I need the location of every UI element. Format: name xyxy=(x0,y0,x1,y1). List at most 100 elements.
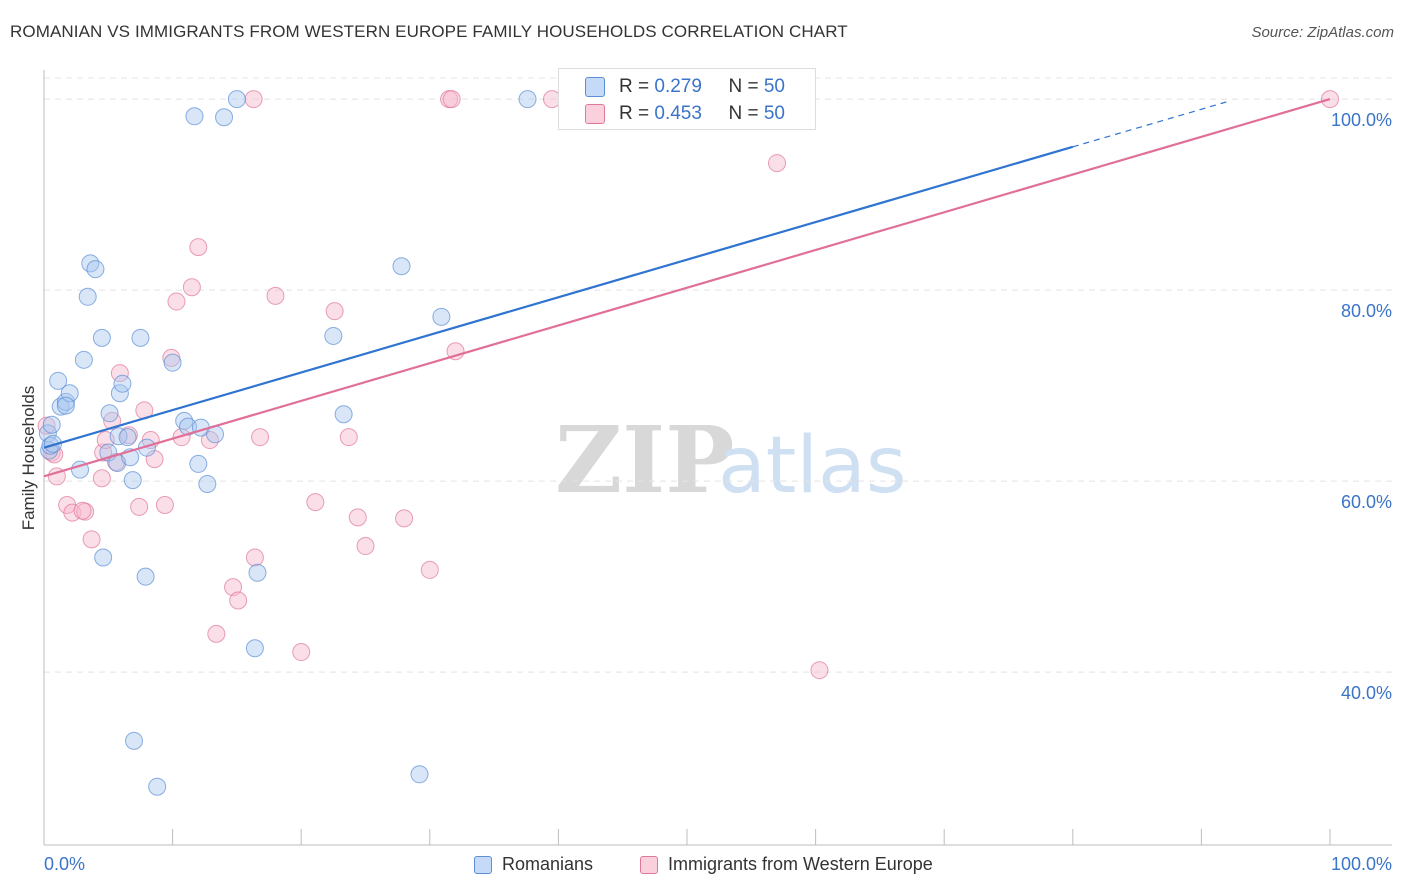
legend-item-romanians[interactable]: Romanians xyxy=(474,854,593,875)
point-immigrants xyxy=(155,495,174,514)
point-immigrants xyxy=(182,278,201,297)
stats-row-romanians: R = 0.279 N = 50 xyxy=(619,76,785,98)
point-immigrants xyxy=(200,431,219,450)
point-romanians xyxy=(227,90,246,109)
point-romanians xyxy=(78,287,97,306)
point-immigrants xyxy=(82,530,101,549)
stats-n-label: N = xyxy=(728,76,764,97)
point-immigrants xyxy=(189,238,208,257)
point-romanians xyxy=(324,326,343,345)
watermark-atlas: atlas xyxy=(718,421,907,511)
point-immigrants xyxy=(107,453,126,471)
legend-swatch-romanians xyxy=(474,855,492,874)
point-immigrants xyxy=(306,493,325,512)
point-immigrants xyxy=(356,537,375,556)
stats-r-value: 0.279 xyxy=(654,76,702,97)
point-immigrants xyxy=(810,661,829,680)
point-immigrants xyxy=(110,364,129,383)
legend-label-immigrants: Immigrants from Western Europe xyxy=(668,854,933,874)
point-immigrants xyxy=(348,508,367,527)
point-immigrants xyxy=(167,292,186,311)
point-romanians xyxy=(518,90,537,109)
y-tick-label: 100.0% xyxy=(1331,110,1392,130)
stats-n-value: 50 xyxy=(763,76,785,97)
legend-label-romanians: Romanians xyxy=(502,854,594,874)
stats-row-immigrants: R = 0.453 N = 50 xyxy=(619,103,785,125)
x-tick-label: 0.0% xyxy=(44,854,85,874)
point-romanians xyxy=(125,731,144,750)
stats-box: R = 0.279 N = 50 R = 0.453 N = 50 xyxy=(558,68,816,130)
point-romanians xyxy=(113,374,132,393)
stats-r-label: R = xyxy=(619,103,655,124)
point-immigrants xyxy=(244,90,263,109)
trend-line-romanians-extension xyxy=(1072,101,1228,148)
point-romanians xyxy=(136,567,155,586)
point-immigrants xyxy=(325,302,344,321)
point-romanians xyxy=(42,415,61,434)
point-romanians xyxy=(44,434,63,453)
point-romanians xyxy=(51,397,70,416)
point-immigrants xyxy=(245,548,264,567)
point-immigrants xyxy=(339,428,358,447)
trend-line-immigrants xyxy=(43,98,1331,478)
point-romanians xyxy=(56,392,75,411)
point-immigrants xyxy=(37,416,56,435)
point-romanians xyxy=(185,107,204,126)
point-romanians xyxy=(163,353,182,372)
point-romanians xyxy=(118,428,137,447)
point-romanians xyxy=(49,371,68,390)
point-romanians xyxy=(245,639,264,658)
legend-swatch-immigrants xyxy=(640,855,658,874)
point-romanians xyxy=(248,563,267,582)
point-romanians xyxy=(86,260,105,279)
point-immigrants xyxy=(420,560,439,579)
point-romanians xyxy=(198,474,217,493)
stats-swatch-romanians xyxy=(585,77,605,97)
point-romanians xyxy=(74,350,93,369)
point-romanians xyxy=(410,765,429,784)
point-immigrants xyxy=(130,497,149,516)
stats-swatch-immigrants xyxy=(585,104,605,124)
point-immigrants xyxy=(266,286,285,305)
point-romanians xyxy=(215,108,234,127)
legend-item-immigrants[interactable]: Immigrants from Western Europe xyxy=(640,854,933,875)
trend-line-romanians xyxy=(43,145,1074,449)
watermark-zip: ZIP xyxy=(555,406,734,514)
point-romanians xyxy=(92,328,111,347)
y-tick-label: 40.0% xyxy=(1341,683,1392,703)
stats-n-value: 50 xyxy=(763,103,785,124)
y-tick-label: 80.0% xyxy=(1341,301,1392,321)
chart-title: ROMANIAN VS IMMIGRANTS FROM WESTERN EURO… xyxy=(10,22,848,41)
point-romanians xyxy=(432,307,451,326)
y-axis-label: Family Households xyxy=(19,386,38,531)
point-romanians xyxy=(148,777,167,796)
point-immigrants xyxy=(442,90,461,109)
point-immigrants xyxy=(224,578,243,597)
point-romanians xyxy=(94,548,113,567)
point-immigrants xyxy=(395,509,414,528)
point-immigrants xyxy=(251,428,270,447)
point-romanians xyxy=(56,396,75,415)
point-immigrants xyxy=(207,624,226,643)
source-credit: Source: ZipAtlas.com xyxy=(1251,24,1394,41)
point-romanians xyxy=(123,471,142,490)
point-romanians xyxy=(81,254,100,273)
point-romanians xyxy=(109,427,128,446)
stats-r-value: 0.453 xyxy=(654,103,702,124)
point-romanians xyxy=(392,257,411,276)
point-immigrants xyxy=(292,643,311,662)
point-immigrants xyxy=(229,591,248,610)
point-romanians xyxy=(100,404,119,423)
x-tick-label: 100.0% xyxy=(1331,854,1392,874)
stats-r-label: R = xyxy=(619,76,655,97)
point-immigrants xyxy=(73,501,92,520)
point-immigrants xyxy=(92,469,111,488)
point-romanians xyxy=(189,454,208,473)
point-romanians xyxy=(334,405,353,424)
point-immigrants xyxy=(768,154,787,173)
stats-n-label: N = xyxy=(728,103,764,124)
y-tick-label: 60.0% xyxy=(1341,492,1392,512)
point-romanians xyxy=(131,328,150,347)
